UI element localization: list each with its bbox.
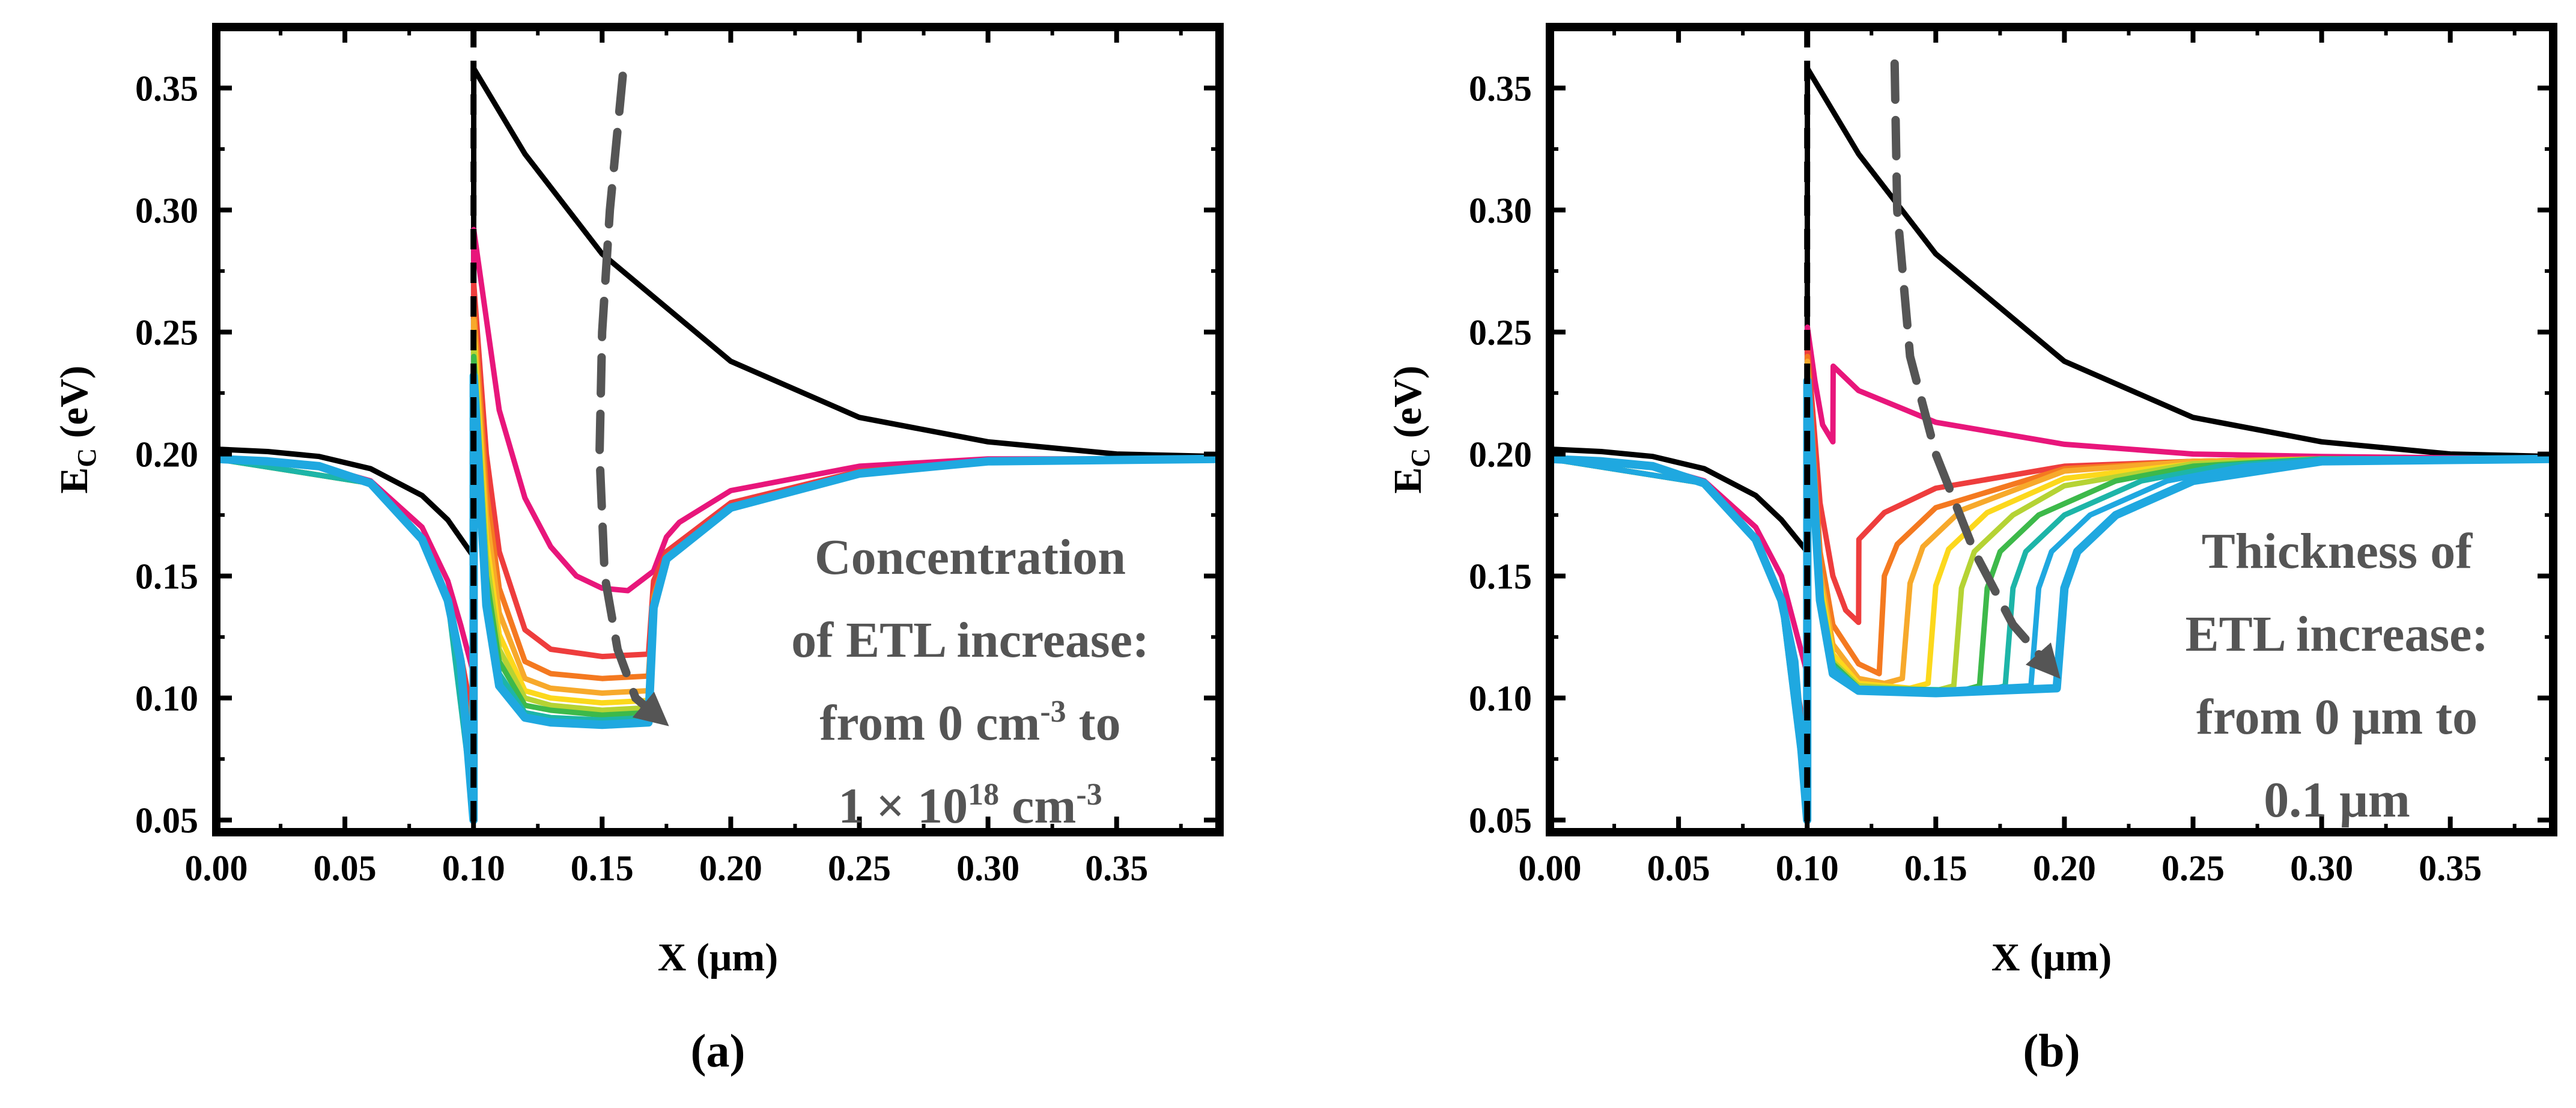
y-axis-title-rest: (eV) xyxy=(52,365,96,448)
plot-frame xyxy=(1546,23,2557,836)
y-axis-title-sub: C xyxy=(72,448,102,467)
panel-label: (a) xyxy=(691,1024,746,1077)
y-axis-title-sub: C xyxy=(1406,448,1435,467)
plot-frame xyxy=(212,23,1224,836)
y-tick-label: 0.10 xyxy=(135,679,198,719)
y-tick-label: 0.15 xyxy=(1469,557,1532,597)
annotation-segment: Thickness of xyxy=(2202,523,2473,579)
x-tick-label: 0.35 xyxy=(1085,848,1148,888)
y-tick-label: 0.20 xyxy=(135,435,198,475)
series-line xyxy=(216,371,1220,824)
annotation-segment: 1 × 10 xyxy=(838,778,968,834)
x-tick-label: 0.05 xyxy=(314,848,377,888)
x-tick-label: 0.30 xyxy=(956,848,1019,888)
y-tick-label: 0.25 xyxy=(1469,313,1532,353)
y-tick-label: 0.05 xyxy=(135,801,198,841)
y-axis-title: EC (eV) xyxy=(52,365,102,493)
series-line xyxy=(1550,324,2553,677)
annotation-segment: of ETL increase: xyxy=(791,612,1149,668)
x-tick-label: 0.10 xyxy=(442,848,505,888)
x-tick-label: 0.00 xyxy=(1519,848,1582,888)
annotation-segment: from 0 cm xyxy=(819,695,1040,751)
x-axis-title: X (μm) xyxy=(1991,936,2112,979)
annotation-segment: cm xyxy=(999,778,1076,834)
y-tick-label: 0.15 xyxy=(135,557,198,597)
x-tick-label: 0.25 xyxy=(828,848,891,888)
panel-label: (b) xyxy=(2023,1024,2080,1077)
x-tick-label: 0.35 xyxy=(2419,848,2482,888)
trend-arrow xyxy=(1890,59,2061,679)
y-axis-title: EC (eV) xyxy=(1386,365,1435,493)
y-tick-label: 0.30 xyxy=(1469,191,1532,231)
annotation-segment: 0.1 μm xyxy=(2264,772,2410,828)
x-axis-title: X (μm) xyxy=(658,936,779,979)
series-line xyxy=(216,300,1220,750)
trend-arrow xyxy=(595,72,669,726)
y-axis-title-rest: (eV) xyxy=(1386,365,1430,448)
annotation-text: Thickness of ETL increase: from 0 μm to 0.1… xyxy=(2186,523,2489,828)
annotation-segment: Concentration xyxy=(815,529,1126,585)
y-tick-label: 0.20 xyxy=(1469,435,1532,475)
x-tick-label: 0.30 xyxy=(2290,848,2353,888)
y-tick-label: 0.05 xyxy=(1469,801,1532,841)
annotation-sup: -3 xyxy=(1076,778,1102,812)
x-tick-label: 0.15 xyxy=(571,848,634,888)
annotation-segment: ETL increase: xyxy=(2186,606,2489,662)
annotation-sup: -3 xyxy=(1040,695,1066,729)
chart-panel-b: 0.00 0.05 0.10 0.15 0.20 0.25 0.30 0.35 0.05 0.10… xyxy=(1386,23,2557,1077)
y-tick-label: 0.10 xyxy=(1469,679,1532,719)
y-tick-label: 0.30 xyxy=(135,191,198,231)
annotation-text: Concentration of ETL increase: from 0 cm-3… xyxy=(791,529,1149,834)
x-tick-label: 0.10 xyxy=(1776,848,1839,888)
annotation-sup: 18 xyxy=(968,778,999,812)
y-tick-label: 0.35 xyxy=(1469,69,1532,109)
y-tick-label: 0.25 xyxy=(135,313,198,353)
chart-panel-a: 0.00 0.05 0.10 0.15 0.20 0.25 0.30 0.35 0.05 0.10… xyxy=(52,23,1224,1077)
annotation-segment: to xyxy=(1066,695,1121,751)
y-axis-title-main: E xyxy=(52,467,96,494)
series-line xyxy=(1550,376,2553,824)
x-tick-label: 0.05 xyxy=(1647,848,1710,888)
y-axis-title-main: E xyxy=(1386,467,1430,494)
y-tick-label: 0.35 xyxy=(135,69,198,109)
series-line xyxy=(216,227,1220,677)
x-tick-label: 0.20 xyxy=(699,848,762,888)
x-tick-label: 0.20 xyxy=(2033,848,2096,888)
series-group xyxy=(216,65,1220,824)
x-tick-label: 0.00 xyxy=(185,848,248,888)
annotation-segment: from 0 μm to xyxy=(2196,689,2477,745)
x-tick-label: 0.25 xyxy=(2161,848,2225,888)
x-tick-label: 0.15 xyxy=(1904,848,1967,888)
